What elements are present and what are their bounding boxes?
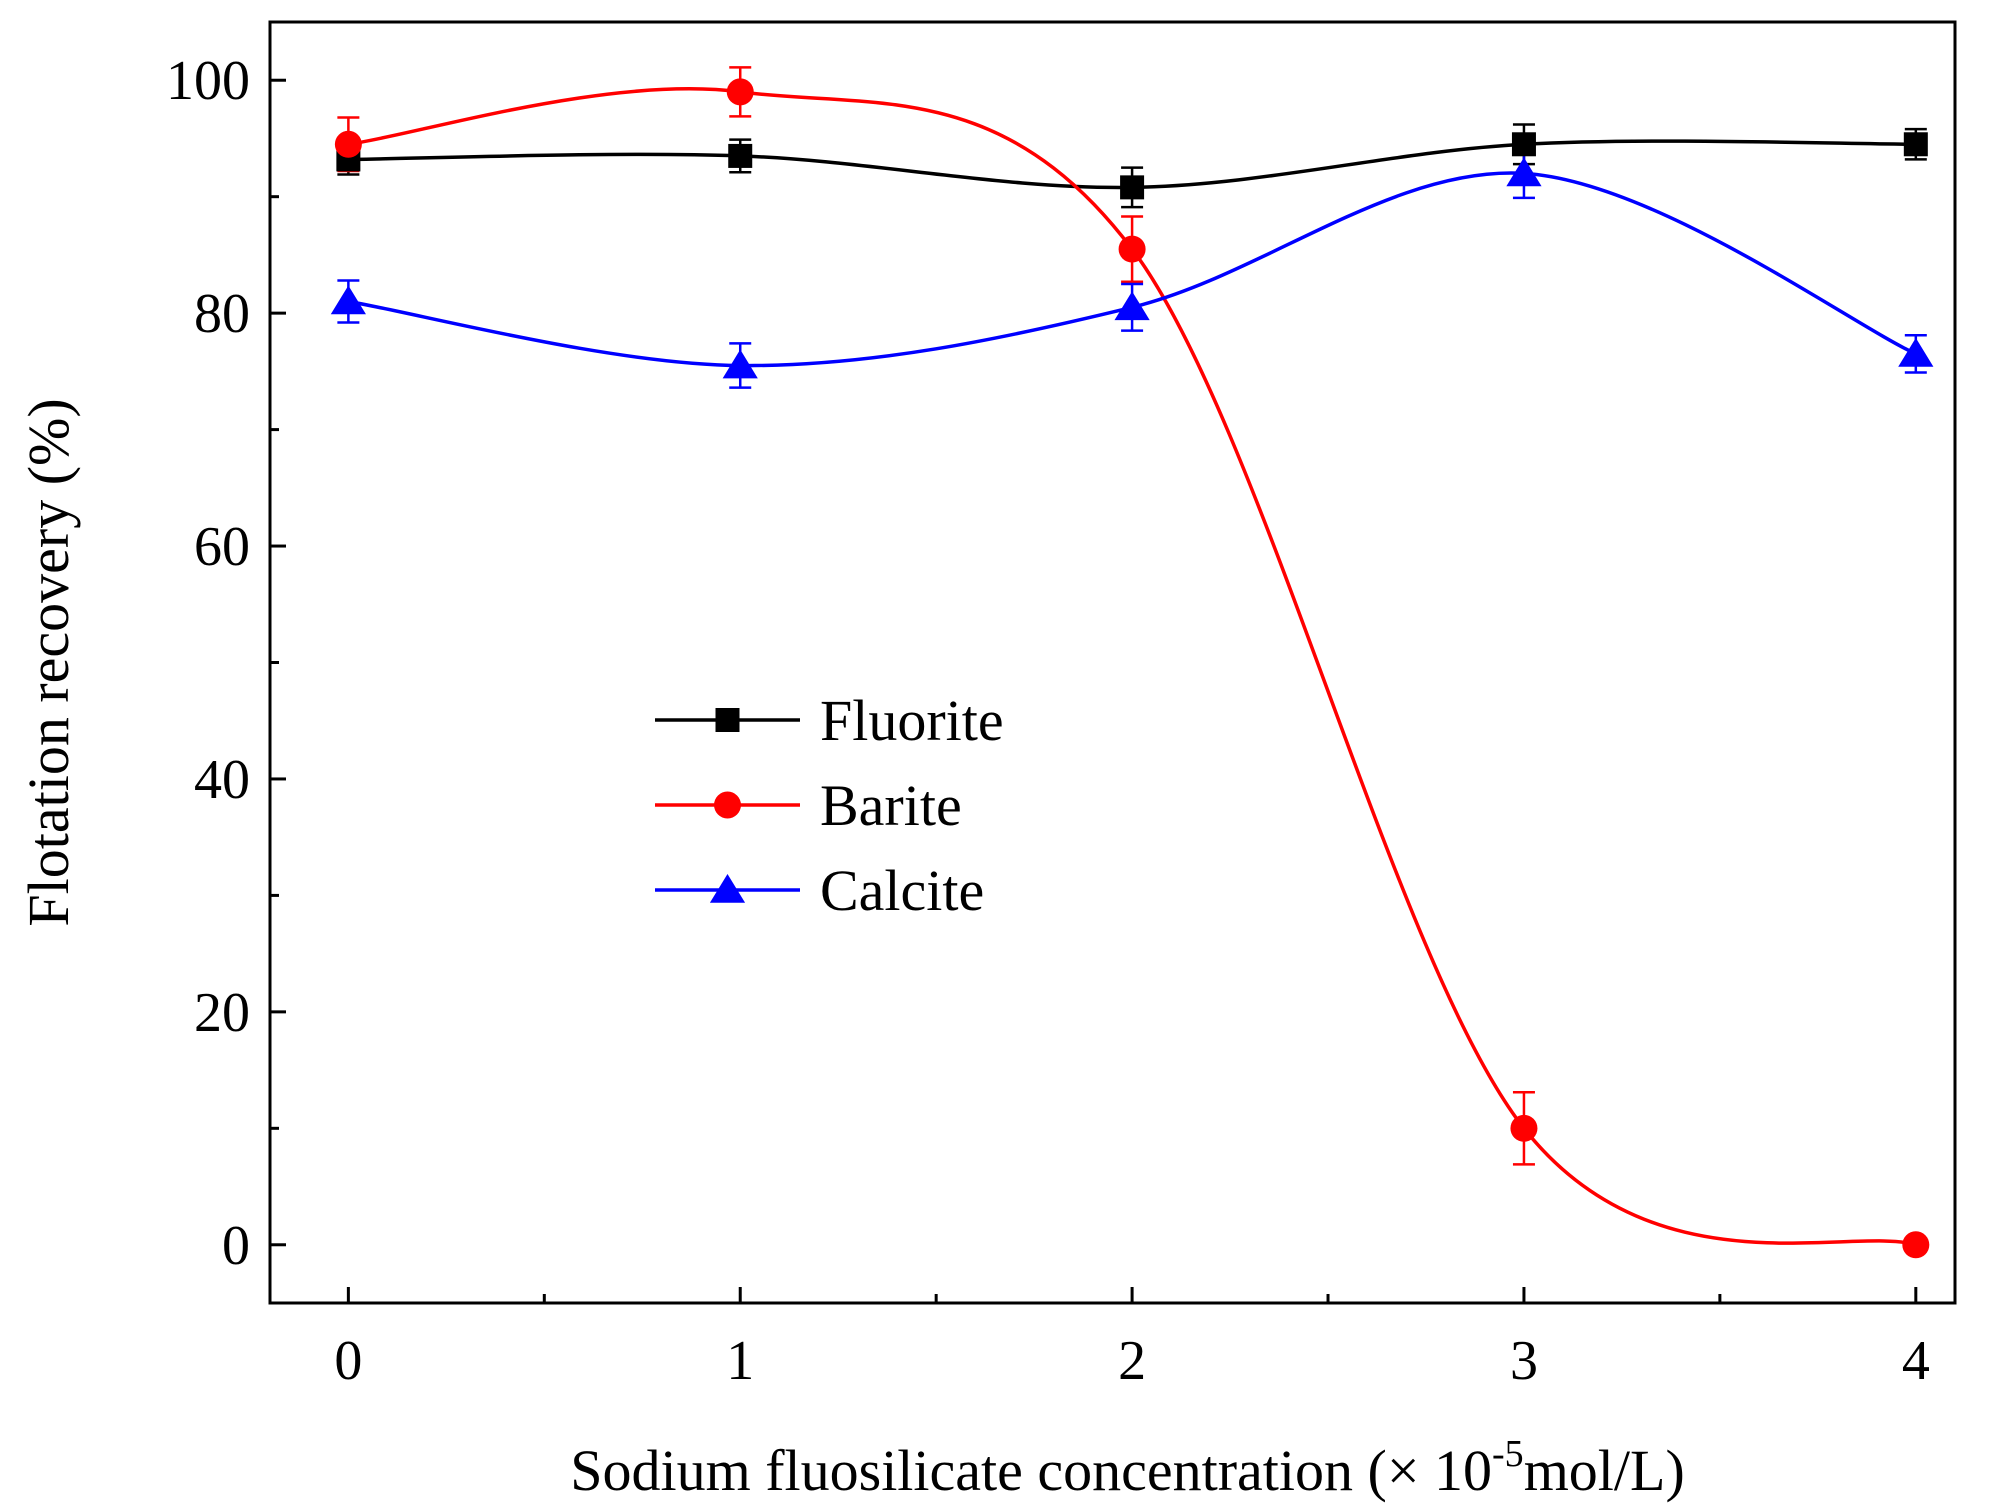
legend-label-calcite: Calcite bbox=[820, 858, 984, 923]
legend-marker-fluorite bbox=[716, 708, 740, 732]
fluorite-point bbox=[1904, 132, 1928, 156]
barite-point bbox=[1902, 1231, 1929, 1258]
x-axis-title: Sodium fluosilicate concentration (× 10-… bbox=[570, 1433, 1685, 1503]
flotation-recovery-chart: 0 1 2 3 4 0 20 40 60 80 100 Fluorite Barite Calcite… bbox=[0, 0, 2005, 1510]
fluorite-point bbox=[1120, 175, 1144, 199]
y-tick-label: 60 bbox=[194, 516, 250, 578]
x-tick-label: 4 bbox=[1902, 1330, 1930, 1392]
y-tick-label: 40 bbox=[194, 749, 250, 811]
fluorite-point bbox=[1512, 132, 1536, 156]
plot-frame bbox=[270, 22, 1955, 1303]
barite-point bbox=[335, 131, 362, 158]
y-tick-label: 0 bbox=[222, 1215, 250, 1277]
y-tick-label: 80 bbox=[194, 283, 250, 345]
y-tick-label: 100 bbox=[166, 50, 250, 112]
fluorite-point bbox=[728, 144, 752, 168]
y-axis-title: Flotation recovery (%) bbox=[16, 398, 81, 926]
x-axis-title-exponent: -5 bbox=[1492, 1433, 1524, 1475]
x-axis-title-unit: mol/L) bbox=[1524, 1438, 1685, 1503]
data-markers bbox=[331, 78, 1934, 1258]
barite-point bbox=[1119, 236, 1146, 263]
legend-label-barite: Barite bbox=[820, 773, 962, 838]
y-tick-label: 20 bbox=[194, 982, 250, 1044]
legend: Fluorite Barite Calcite bbox=[655, 688, 1004, 923]
x-axis-title-main: Sodium fluosilicate concentration (× 10 bbox=[570, 1438, 1492, 1503]
legend-label-fluorite: Fluorite bbox=[820, 688, 1004, 753]
calcite-point bbox=[1898, 338, 1933, 367]
x-tick-label: 1 bbox=[726, 1330, 754, 1392]
barite-point bbox=[1510, 1115, 1537, 1142]
x-tick-label: 0 bbox=[334, 1330, 362, 1392]
y-axis-ticks: 0 20 40 60 80 100 bbox=[166, 50, 286, 1277]
calcite-point bbox=[331, 285, 366, 314]
x-tick-label: 3 bbox=[1510, 1330, 1538, 1392]
barite-point bbox=[727, 78, 754, 105]
x-tick-label: 2 bbox=[1118, 1330, 1146, 1392]
legend-marker-barite bbox=[714, 792, 741, 819]
